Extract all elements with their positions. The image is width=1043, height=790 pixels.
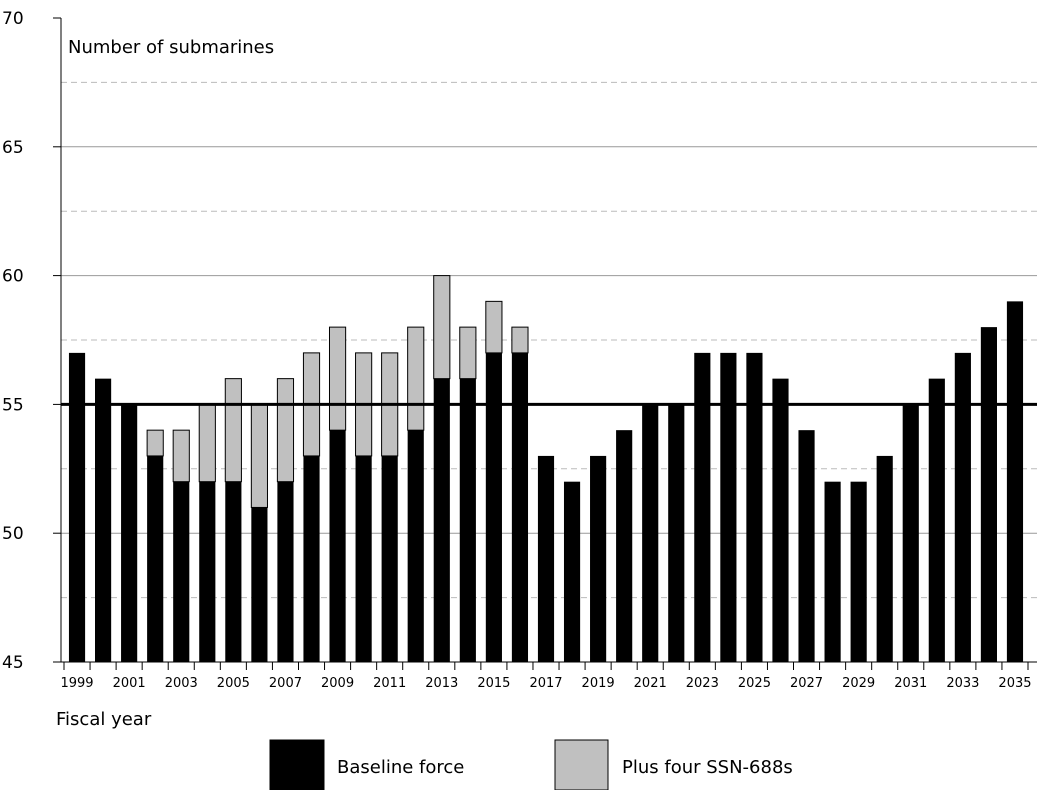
x-tick-label: 2015 <box>477 676 510 691</box>
legend-swatch-baseline <box>269 739 325 790</box>
legend: Baseline force Plus four SSN-688s <box>269 739 793 790</box>
bar-baseline <box>824 481 841 662</box>
bar-plus-ssn688 <box>511 326 529 354</box>
bar-baseline <box>68 352 86 662</box>
bar-baseline <box>329 430 346 662</box>
x-tick-label: 2025 <box>738 676 771 691</box>
bar-baseline <box>303 455 320 662</box>
x-tick-label: 2001 <box>113 676 146 691</box>
bar-plus-ssn688 <box>485 300 503 354</box>
bar-baseline <box>590 455 607 662</box>
bar-plus-ssn688 <box>407 326 425 431</box>
x-tick-label: 2027 <box>790 676 823 691</box>
axes <box>53 17 1037 670</box>
x-tick-label: 1999 <box>60 676 93 691</box>
x-tick-label: 2033 <box>946 676 979 691</box>
bar-baseline <box>251 507 268 662</box>
bar-plus-ssn688 <box>433 275 451 380</box>
bar-baseline <box>928 378 945 662</box>
x-tick-label: 2035 <box>998 676 1031 691</box>
bar-plus-ssn688 <box>198 403 216 483</box>
bar-plus-ssn688 <box>146 429 164 457</box>
legend-label-plus: Plus four SSN-688s <box>622 757 793 778</box>
bar-baseline <box>433 378 450 662</box>
bar-baseline <box>772 378 789 662</box>
bar-baseline <box>485 352 502 662</box>
x-tick-label: 2003 <box>165 676 198 691</box>
bar-baseline <box>798 430 815 662</box>
bar-baseline <box>563 481 581 662</box>
x-tick-label: 2019 <box>582 676 615 691</box>
bar-baseline <box>746 352 763 662</box>
y-tick-label: 60 <box>2 267 24 287</box>
bar-baseline <box>277 481 294 662</box>
x-tick-label: 2031 <box>894 676 927 691</box>
x-tick-label: 2007 <box>269 676 302 691</box>
bar-baseline <box>511 352 529 662</box>
legend-swatch-plus <box>554 739 609 790</box>
bar-baseline <box>694 352 711 662</box>
bar-baseline <box>95 378 112 662</box>
bar-baseline <box>537 455 555 662</box>
x-tick-label: 2011 <box>373 676 406 691</box>
bar-baseline <box>954 352 971 662</box>
bar-plus-ssn688 <box>250 403 268 508</box>
bar-plus-ssn688 <box>172 429 190 483</box>
y-tick-label: 45 <box>2 653 24 673</box>
bar-plus-ssn688 <box>276 378 295 483</box>
x-tick-label: 2017 <box>529 676 562 691</box>
bar-plus-ssn688 <box>224 378 242 483</box>
y-axis-title: Number of submarines <box>68 37 274 58</box>
bar-baseline <box>355 455 372 662</box>
x-tick-label: 2023 <box>686 676 719 691</box>
bar-baseline <box>199 481 216 662</box>
bar-baseline <box>902 404 919 662</box>
bar-plus-ssn688 <box>459 326 477 380</box>
bar-baseline <box>616 430 633 662</box>
x-tick-label: 2029 <box>842 676 875 691</box>
y-tick-label: 50 <box>2 524 24 544</box>
bar-baseline <box>850 481 867 662</box>
x-tick-label: 2021 <box>634 676 667 691</box>
y-tick-labels: 45 50 55 60 65 70 <box>2 9 24 673</box>
bar-baseline <box>381 455 398 662</box>
bar-baseline <box>1006 301 1024 662</box>
bar-baseline <box>668 404 685 662</box>
legend-label-baseline: Baseline force <box>337 757 464 778</box>
bar-baseline <box>147 455 164 662</box>
x-tick-label: 2005 <box>217 676 250 691</box>
x-tick-labels: 1999 2001 2003 2005 2007 2009 2011 2013 2015 2017… <box>60 676 1031 691</box>
x-tick-label: 2009 <box>321 676 354 691</box>
bar-baseline <box>720 352 737 662</box>
bar-baseline <box>459 378 476 662</box>
y-tick-label: 55 <box>2 395 24 415</box>
bar-baseline <box>121 404 138 662</box>
x-axis-title: Fiscal year <box>56 709 152 730</box>
y-tick-label: 70 <box>2 9 24 29</box>
bar-baseline <box>407 430 424 662</box>
bar-baseline <box>225 481 242 662</box>
bar-baseline <box>642 404 659 662</box>
bars <box>68 275 1024 662</box>
x-tick-label: 2013 <box>425 676 458 691</box>
bar-plus-ssn688 <box>328 326 347 431</box>
bar-baseline <box>980 327 997 662</box>
y-tick-label: 65 <box>2 138 24 158</box>
bar-baseline <box>876 455 893 662</box>
bar-baseline <box>173 481 190 662</box>
